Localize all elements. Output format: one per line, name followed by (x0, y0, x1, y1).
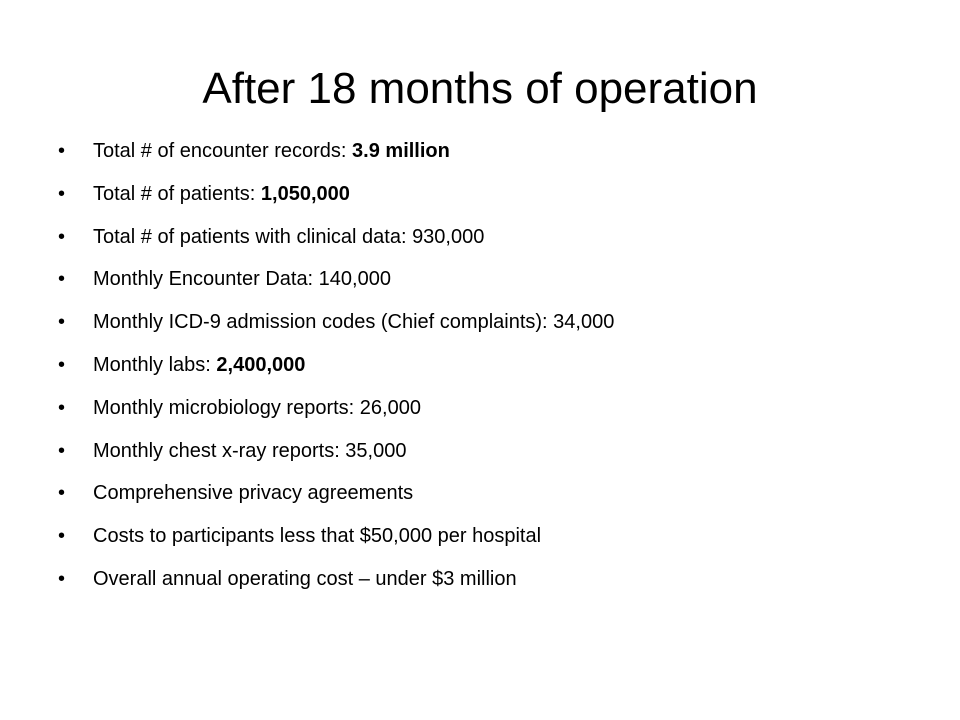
bullet-label: Monthly Encounter Data: 140,000 (93, 268, 391, 291)
bullet-text: Total # of encounter records: 3.9 millio… (93, 138, 450, 164)
bullet-label: Monthly microbiology reports: 26,000 (93, 396, 421, 419)
bullet-item: • Monthly microbiology reports: 26,000 (58, 395, 938, 438)
bullet-list: • Total # of encounter records: 3.9 mill… (58, 138, 938, 609)
bullet-item: • Monthly ICD-9 admission codes (Chief c… (58, 309, 938, 352)
bullet-text: Monthly Encounter Data: 140,000 (93, 266, 391, 292)
bullet-text: Overall annual operating cost – under $3… (93, 566, 517, 592)
bullet-text: Monthly labs: 2,400,000 (93, 352, 305, 378)
bullet-icon: • (58, 567, 66, 590)
bullet-item: • Costs to participants less that $50,00… (58, 523, 938, 566)
bullet-label: Monthly labs: (93, 353, 217, 376)
bullet-text: Monthly chest x-ray reports: 35,000 (93, 438, 406, 464)
bullet-label: Total # of encounter records: (93, 140, 353, 162)
bullet-icon: • (58, 482, 66, 505)
bullet-icon: • (58, 396, 66, 419)
bullet-icon: • (58, 439, 66, 462)
bullet-icon: • (58, 140, 66, 162)
bullet-item: • Total # of patients: 1,050,000 (58, 181, 938, 224)
bullet-label: Monthly chest x-ray reports: 35,000 (93, 439, 407, 462)
bullet-text: Total # of patients: 1,050,000 (93, 181, 350, 207)
bullet-label: Total # of patients: (93, 182, 261, 205)
bullet-value: 1,050,000 (260, 182, 350, 205)
bullet-icon: • (58, 353, 66, 376)
bullet-item: • Total # of encounter records: 3.9 mill… (58, 138, 938, 181)
slide-title: After 18 months of operation (202, 64, 758, 113)
bullet-text: Costs to participants less that $50,000 … (93, 523, 541, 549)
bullet-icon: • (58, 268, 66, 291)
bullet-item: • Total # of patients with clinical data… (58, 224, 938, 267)
bullet-item: • Monthly Encounter Data: 140,000 (58, 266, 938, 309)
bullet-icon: • (58, 225, 66, 248)
bullet-text: Monthly ICD-9 admission codes (Chief com… (93, 309, 614, 335)
bullet-label: Costs to participants less that $50,000 … (93, 525, 542, 548)
bullet-text: Comprehensive privacy agreements (93, 480, 413, 506)
bullet-text: Monthly microbiology reports: 26,000 (93, 395, 421, 421)
bullet-label: Comprehensive privacy agreements (93, 482, 414, 505)
bullet-label: Total # of patients with clinical data: … (93, 225, 485, 248)
bullet-item: • Comprehensive privacy agreements (58, 480, 938, 523)
bullet-icon: • (58, 182, 66, 205)
bullet-label: Overall annual operating cost – under $3… (93, 567, 517, 590)
bullet-text: Total # of patients with clinical data: … (93, 224, 484, 250)
bullet-item: • Monthly labs: 2,400,000 (58, 352, 938, 395)
bullet-icon: • (58, 311, 66, 334)
bullet-item: • Monthly chest x-ray reports: 35,000 (58, 438, 938, 481)
bullet-label: Monthly ICD-9 admission codes (Chief com… (93, 311, 615, 334)
bullet-item: • Overall annual operating cost – under … (58, 566, 938, 609)
bullet-icon: • (58, 525, 66, 548)
bullet-value: 2,400,000 (216, 353, 306, 376)
bullet-value: 3.9 million (352, 140, 450, 162)
